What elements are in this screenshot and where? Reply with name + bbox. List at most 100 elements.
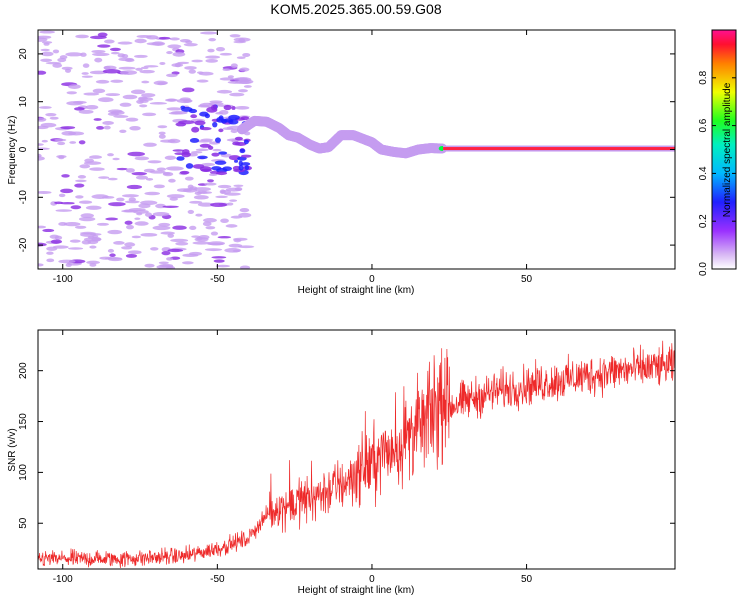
spectrogram-noise-blob bbox=[162, 205, 179, 209]
spectrogram-noise-blob bbox=[134, 38, 147, 44]
spectrogram-noise-blob bbox=[160, 139, 176, 143]
spectrogram-noise-blob bbox=[172, 149, 185, 152]
snr-series-line bbox=[38, 340, 675, 569]
spectrogram-noise-blob bbox=[144, 263, 155, 268]
spectrogram-noise-blob bbox=[86, 260, 100, 265]
spectrogram-noise-blob bbox=[38, 263, 44, 267]
spectrogram-noise-blob bbox=[46, 258, 55, 263]
spectrogram-noise-blob bbox=[96, 125, 105, 130]
spectrogram-noise-blob bbox=[98, 176, 110, 179]
spectrogram-noise-blob bbox=[78, 109, 94, 114]
spectrogram-noise-blob bbox=[150, 247, 159, 251]
spectrogram-noise-blob bbox=[238, 89, 248, 93]
spectrogram-noise-blob bbox=[145, 178, 154, 181]
spectrogram-noise-blob bbox=[65, 52, 83, 57]
spectrogram-noise-blob bbox=[83, 92, 100, 96]
spectrogram-noise-blob bbox=[69, 141, 77, 144]
spectrogram-noise-blob bbox=[204, 248, 223, 252]
spectrogram-noise-blob bbox=[139, 104, 148, 108]
spectrogram-noise-blob bbox=[203, 218, 217, 223]
spectrogram-noise-blob bbox=[124, 200, 140, 204]
spectrogram-cluster-blob bbox=[238, 164, 244, 171]
spectrogram-noise-blob bbox=[158, 134, 166, 139]
spectrogram-noise-blob bbox=[165, 73, 178, 78]
spectrogram-noise-blob bbox=[96, 222, 110, 226]
spectrogram-noise-blob bbox=[121, 246, 133, 250]
spectrogram-noise-blob bbox=[124, 242, 136, 247]
spectrogram-cluster-blob bbox=[211, 166, 222, 171]
spectrogram-noise-blob bbox=[232, 249, 241, 253]
spectrogram-cluster-blob bbox=[212, 121, 218, 128]
spectrogram-noise-blob bbox=[135, 67, 143, 71]
spectrogram-marks bbox=[38, 30, 675, 269]
spectrogram-xtick-label: 50 bbox=[521, 274, 533, 285]
spectrogram-noise-blob bbox=[38, 143, 44, 146]
spectrogram-noise-blob bbox=[55, 209, 72, 212]
spectrogram-noise-blob bbox=[166, 51, 173, 55]
spectrogram-noise-blob bbox=[89, 155, 103, 159]
spectrogram-cluster-blob bbox=[241, 162, 251, 166]
colorbar-tick-label: 0.0 bbox=[698, 262, 709, 276]
spectrogram-noise-blob bbox=[213, 259, 225, 263]
spectrogram-cluster-blob bbox=[214, 160, 227, 165]
spectrogram-noise-blob bbox=[192, 241, 211, 245]
snr-xlabel: Height of straight line (km) bbox=[298, 585, 415, 596]
spectrogram-noise-blob bbox=[73, 107, 85, 111]
spectrogram-noise-blob bbox=[125, 253, 138, 258]
spectrogram-noise-blob bbox=[91, 49, 106, 54]
spectrogram-noise-blob bbox=[184, 40, 193, 44]
spectrogram-noise-blob bbox=[85, 104, 99, 110]
spectrogram-noise-blob bbox=[166, 265, 176, 269]
spectrogram-noise-blob bbox=[89, 263, 97, 267]
spectrogram-noise-blob bbox=[200, 138, 214, 142]
spectrogram-noise-blob bbox=[58, 193, 66, 198]
spectrogram-noise-blob bbox=[169, 197, 179, 201]
spectrogram-noise-blob bbox=[63, 221, 81, 227]
spectrogram-noise-blob bbox=[119, 102, 132, 107]
colorbar-tick-label: 0.4 bbox=[698, 166, 709, 180]
spectrogram-noise-blob bbox=[144, 191, 161, 196]
spectrogram-cluster-blob bbox=[181, 151, 191, 158]
spectrogram-noise-blob bbox=[217, 235, 232, 239]
spectrogram-noise-blob bbox=[190, 151, 203, 154]
spectrogram-noise-blob bbox=[75, 179, 87, 183]
spectrogram-noise-blob bbox=[233, 238, 242, 243]
spectrogram-noise-blob bbox=[225, 224, 238, 228]
spectrogram-noise-blob bbox=[134, 54, 148, 58]
snr-ytick-label: 100 bbox=[18, 464, 29, 481]
spectrogram-noise-blob bbox=[41, 41, 53, 44]
spectrogram-ylabel: Frequency (Hz) bbox=[7, 116, 18, 185]
spectrogram-noise-blob bbox=[152, 225, 171, 231]
spectrogram-noise-blob bbox=[110, 79, 124, 83]
spectrogram-noise-blob bbox=[97, 44, 111, 48]
spectrogram-noise-blob bbox=[75, 195, 84, 199]
spectrogram-noise-blob bbox=[144, 212, 153, 217]
spectrogram-noise-blob bbox=[158, 131, 166, 135]
spectrogram-noise-blob bbox=[161, 251, 171, 256]
spectrogram-noise-blob bbox=[167, 44, 182, 49]
spectrogram-noise-blob bbox=[152, 211, 170, 217]
spectrogram-noise-blob bbox=[89, 167, 105, 171]
spectrogram-noise-blob bbox=[143, 142, 157, 147]
spectrogram-noise-blob bbox=[215, 195, 228, 199]
spectrogram-noise-blob bbox=[42, 228, 55, 233]
spectrogram-noise-blob bbox=[189, 200, 203, 204]
spectrogram-noise-blob bbox=[103, 125, 111, 130]
spectrogram-noise-blob bbox=[126, 184, 143, 190]
spectrogram-noise-blob bbox=[139, 69, 155, 74]
spectrogram-noise-blob bbox=[216, 89, 233, 94]
spectrogram-noise-blob bbox=[165, 98, 178, 102]
spectrogram-noise-blob bbox=[168, 178, 176, 183]
spectrogram-noise-blob bbox=[216, 47, 226, 52]
spectrogram-noise-blob bbox=[242, 52, 251, 57]
spectrogram-noise-blob bbox=[175, 241, 189, 246]
spectrogram-noise-blob bbox=[57, 141, 66, 146]
spectrogram-noise-blob bbox=[187, 184, 194, 190]
spectrogram-noise-blob bbox=[131, 171, 147, 176]
spectrogram-noise-blob bbox=[87, 239, 99, 245]
spectrogram-cluster-blob bbox=[234, 159, 239, 163]
spectrogram-noise-blob bbox=[229, 199, 238, 202]
spectrogram-noise-blob bbox=[40, 58, 53, 62]
